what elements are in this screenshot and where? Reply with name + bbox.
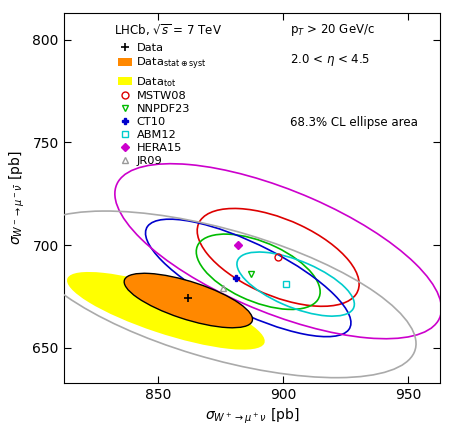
X-axis label: $\sigma_{W^+ \to \mu^+\nu}$ [pb]: $\sigma_{W^+ \to \mu^+\nu}$ [pb] [205,407,299,427]
Text: LHCb, $\sqrt{s}$ = 7 TeV: LHCb, $\sqrt{s}$ = 7 TeV [114,22,222,38]
Ellipse shape [124,273,252,328]
Legend: Data, Data$_{\mathrm{stat} \oplus \mathrm{syst}}$, Data$_{\mathrm{tot}}$, MSTW08: Data, Data$_{\mathrm{stat} \oplus \mathr… [118,43,207,166]
Text: 2.0 < $\eta$ < 4.5: 2.0 < $\eta$ < 4.5 [290,52,370,68]
Text: 68.3% CL ellipse area: 68.3% CL ellipse area [290,117,418,129]
Y-axis label: $\sigma_{W^- \to \mu^-\bar{\nu}}$ [pb]: $\sigma_{W^- \to \mu^-\bar{\nu}}$ [pb] [7,150,27,245]
Ellipse shape [67,272,265,350]
Text: p$_{T}$ > 20 GeV/c: p$_{T}$ > 20 GeV/c [290,22,375,38]
